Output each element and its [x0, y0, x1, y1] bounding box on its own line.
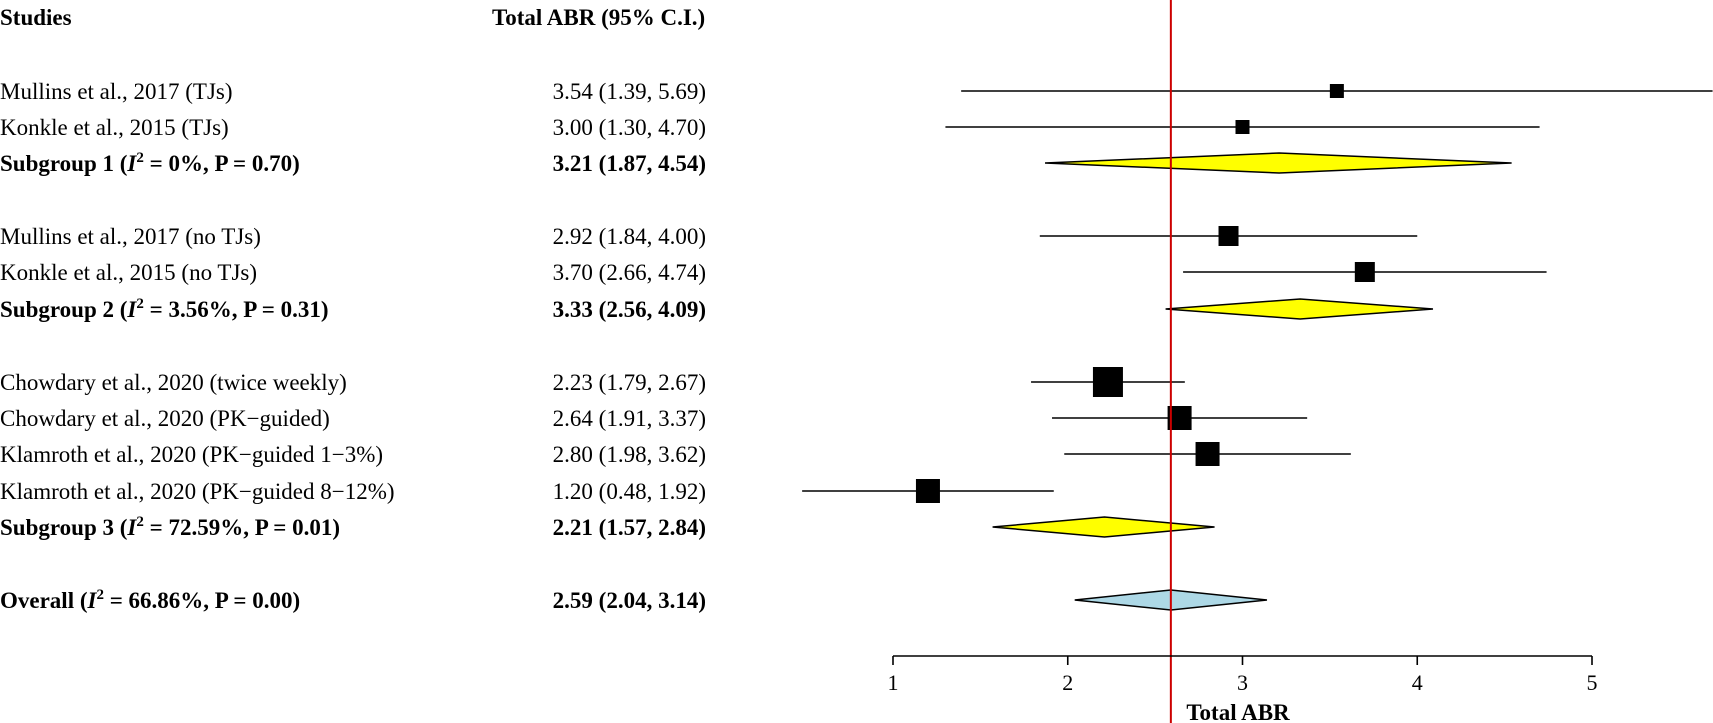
- label-prefix: Overall (: [0, 588, 88, 613]
- plot-area: [802, 0, 1713, 723]
- subgroup-label: Subgroup 3 (I2 = 72.59%, P = 0.01): [0, 514, 340, 540]
- label-prefix: Subgroup 3 (: [0, 515, 127, 540]
- overall-label: Overall (I2 = 66.86%, P = 0.00): [0, 587, 300, 613]
- i-squared-symbol: I: [126, 151, 137, 176]
- subgroup-diamond: [992, 516, 1215, 538]
- label-suffix: = 3.56%, P = 0.31): [144, 297, 329, 322]
- i-squared-symbol: I: [126, 515, 137, 540]
- study-estimate: 3.70 (2.66, 4.74): [553, 260, 706, 285]
- superscript: 2: [136, 150, 144, 166]
- tick-label: 1: [888, 670, 899, 695]
- x-axis: 1 2 3 4 5: [888, 655, 1598, 695]
- label-prefix: Subgroup 2 (: [0, 297, 127, 322]
- superscript: 2: [136, 296, 144, 312]
- x-axis-title: Total ABR: [1186, 700, 1290, 723]
- study-label: Mullins et al., 2017 (TJs): [0, 79, 233, 104]
- study-label: Chowdary et al., 2020 (twice weekly): [0, 370, 347, 395]
- study-estimate: 2.92 (1.84, 4.00): [553, 224, 706, 249]
- subgroup-diamond: [1045, 152, 1512, 174]
- study-label: Klamroth et al., 2020 (PK−guided 1−3%): [0, 442, 383, 467]
- superscript: 2: [136, 514, 144, 530]
- subgroup-estimate: 3.21 (1.87, 4.54): [553, 151, 706, 176]
- subgroup-estimate: 3.33 (2.56, 4.09): [553, 297, 706, 322]
- tick-label: 2: [1062, 670, 1073, 695]
- study-marker: [915, 479, 940, 503]
- estimate-column-header: Total ABR (95% C.I.): [492, 5, 705, 30]
- study-label: Mullins et al., 2017 (no TJs): [0, 224, 261, 249]
- tick-label: 4: [1412, 670, 1423, 695]
- study-estimate: 2.80 (1.98, 3.62): [553, 442, 706, 467]
- study-estimate: 2.23 (1.79, 2.67): [553, 370, 706, 395]
- label-suffix: = 66.86%, P = 0.00): [104, 588, 300, 613]
- study-marker: [1218, 226, 1239, 246]
- subgroup-estimate: 2.21 (1.57, 2.84): [553, 515, 706, 540]
- study-marker: [1195, 442, 1220, 466]
- study-marker: [1354, 262, 1375, 282]
- subgroup-label: Subgroup 2 (I2 = 3.56%, P = 0.31): [0, 296, 329, 322]
- overall-estimate: 2.59 (2.04, 3.14): [553, 588, 706, 613]
- study-estimate: 3.54 (1.39, 5.69): [553, 79, 706, 104]
- subgroup-label: Subgroup 1 (I2 = 0%, P = 0.70): [0, 150, 300, 176]
- tick-label: 5: [1587, 670, 1598, 695]
- study-marker: [1329, 84, 1344, 98]
- study-label: Klamroth et al., 2020 (PK−guided 8−12%): [0, 479, 395, 504]
- superscript: 2: [96, 587, 104, 603]
- study-marker: [1235, 120, 1250, 134]
- study-estimate: 1.20 (0.48, 1.92): [553, 479, 706, 504]
- study-marker: [1092, 367, 1123, 397]
- studies-column-header: Studies: [0, 5, 72, 30]
- study-label: Konkle et al., 2015 (TJs): [0, 115, 229, 140]
- i-squared-symbol: I: [126, 297, 137, 322]
- study-estimate: 3.00 (1.30, 4.70): [553, 115, 706, 140]
- study-label: Chowdary et al., 2020 (PK−guided): [0, 406, 330, 431]
- i-squared-symbol: I: [87, 588, 98, 613]
- table-rows: Mullins et al., 2017 (TJs) 3.54 (1.39, 5.…: [0, 79, 706, 613]
- study-estimate: 2.64 (1.91, 3.37): [553, 406, 706, 431]
- label-prefix: Subgroup 1 (: [0, 151, 127, 176]
- tick-label: 3: [1237, 670, 1248, 695]
- label-suffix: = 0%, P = 0.70): [144, 151, 300, 176]
- study-label: Konkle et al., 2015 (no TJs): [0, 260, 257, 285]
- subgroup-diamond: [1165, 298, 1434, 320]
- label-suffix: = 72.59%, P = 0.01): [144, 515, 340, 540]
